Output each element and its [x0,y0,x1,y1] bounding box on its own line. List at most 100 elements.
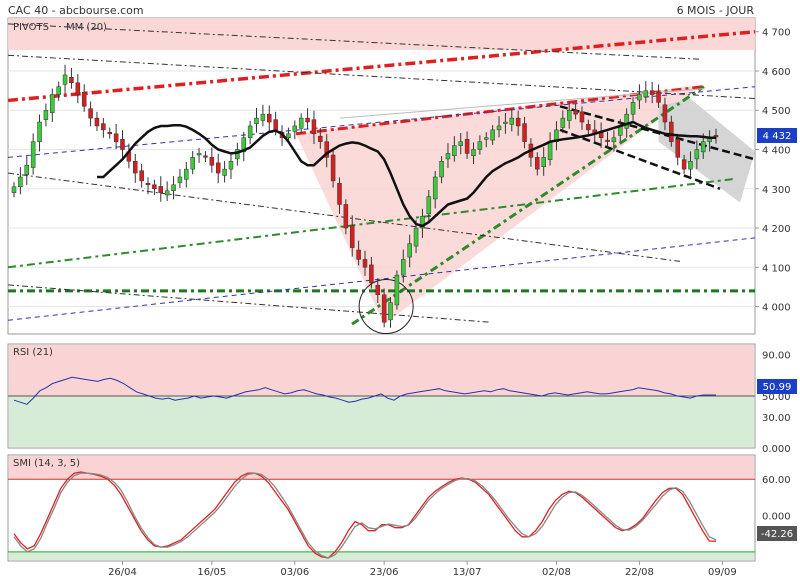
candle-body [420,215,425,229]
smi-last-badge [757,526,797,541]
candle-body [228,161,234,170]
last-price-label: 4 432 [763,131,792,142]
candle-body [286,133,291,138]
x-tick-label: 03/06 [280,567,309,578]
rsi-tick-label: 90.00 [762,350,791,361]
candle-body [515,117,521,127]
price-tick-label: 4 200 [762,224,791,235]
black-downtrend-upper [559,105,756,161]
candle-body [196,153,202,156]
channel-zone [658,98,755,203]
candle-body [535,157,540,170]
rsi-panel: 90.00 50.00 30.00 0.000 RSI (21) 50.99 [7,343,797,455]
candles [11,64,719,328]
candle-body [260,113,266,121]
candle-body [139,170,144,182]
candle-body [362,259,368,268]
black-downtrend-lower [559,128,721,190]
candle-body [432,176,438,200]
rsi-series [13,376,716,405]
candle-body [203,155,208,158]
grey-line [339,88,705,119]
candle-body [471,149,476,157]
candle-body [681,159,687,170]
smi-tick-label: 0.000 [762,512,791,523]
legend-mm20: MM (20) [66,22,107,33]
candle-body [107,131,112,135]
candle-body [503,121,508,124]
chart-title: CAC 40 - abcbourse.com [8,4,144,17]
x-tick-label: 22/08 [625,567,654,578]
candle-body [81,91,87,107]
candle-body [394,274,400,306]
mm20-line [97,120,716,228]
candle-body [241,137,246,153]
rsi-y-ticks: 90.00 50.00 30.00 0.000 [762,350,791,455]
x-tick-label: 13/07 [453,567,482,578]
price-tick-label: 4 300 [762,185,791,196]
rsi-overbought-zone [9,345,754,396]
candle-body [381,294,387,323]
candle-body [324,141,329,158]
candle-body [369,264,374,284]
smi-lines [13,471,717,559]
resistance-zone [8,18,755,50]
smi-upper-zone [9,456,754,480]
candle-body [700,141,706,153]
candle-body [298,117,304,129]
price-tick-label: 4 500 [762,106,791,117]
candle-body [464,139,470,154]
candle-body [694,149,700,160]
candle-body [254,117,259,124]
candle-body [586,124,591,131]
black-channel-4 [7,284,491,323]
candle-body [688,161,693,170]
candle-body [37,121,42,142]
candle-body [566,109,572,121]
candle-body [43,109,49,120]
candle-body [579,111,585,123]
moving-average-20 [97,120,716,228]
candle-body [69,77,74,84]
smi-lower-zone [9,551,754,560]
candle-body [56,86,61,95]
rsi-line [13,376,716,405]
candle-body [267,113,272,123]
red-trendline-top [7,29,756,103]
price-panel: 4 000 4 100 4 200 4 300 4 400 4 500 4 600 4 700… [7,17,797,335]
period-label: 6 MOIS - JOUR [677,4,755,17]
candle-body [675,139,680,158]
candle-body [669,121,674,142]
candle-body [643,90,649,98]
rsi-tick-label: 50.00 [762,392,791,403]
candle-body [209,157,215,166]
candle-body [649,90,655,95]
green-trendline-low [7,177,735,269]
price-tick-label: 4 100 [762,263,791,274]
black-channel-2 [7,54,756,99]
candle-body [407,243,412,258]
price-tick-label: 4 700 [762,28,791,39]
smi-tick-label: 60.00 [762,475,791,486]
candle-body [477,141,483,150]
candle-body [343,204,349,229]
candle-body [247,125,253,138]
candle-body [547,141,553,160]
candle-body [24,164,30,175]
candle-body [388,302,393,321]
x-axis-ticks: 26/04 16/05 03/06 23/06 13/07 02/08 22/08 09/09 [108,561,737,578]
candle-body [496,125,502,131]
price-y-ticks: 4 000 4 100 4 200 4 300 4 400 4 500 4 600 4 700 [755,28,791,314]
smi-last-label: -42.26 [761,529,793,540]
candle-body [605,139,610,142]
rsi-zones [8,345,755,447]
candle-body [62,74,68,85]
candle-body [573,109,578,115]
candle-body [541,157,546,168]
price-tick-label: 4 000 [762,303,791,314]
candle-body [484,137,489,140]
candle-body [11,186,17,193]
candle-body [318,135,323,142]
candle-body [152,184,157,190]
